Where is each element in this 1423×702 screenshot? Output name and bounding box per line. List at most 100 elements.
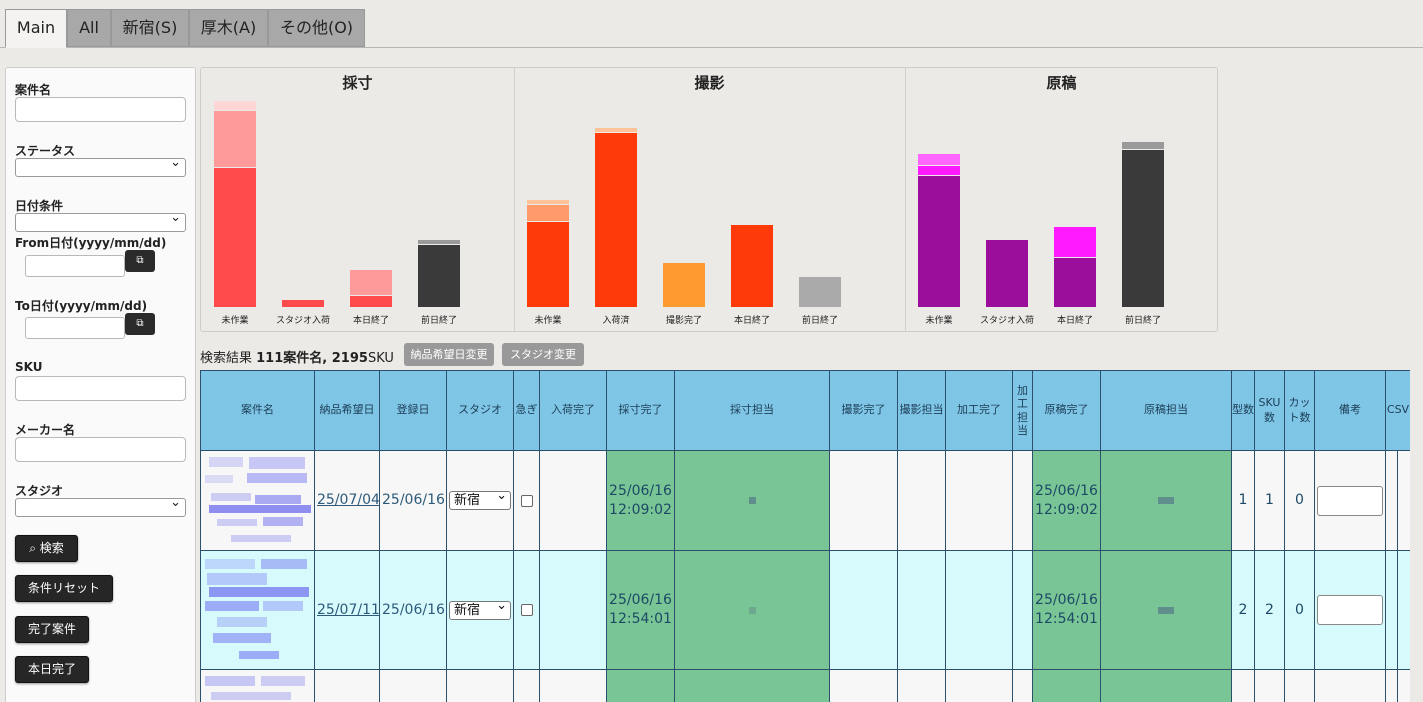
due-date-link[interactable]: 25/07/04 <box>317 492 380 509</box>
types-cell <box>1232 670 1255 702</box>
due-date-cell[interactable]: 25/07/11 <box>315 551 380 670</box>
header-process-done[interactable]: 加工完了 <box>946 370 1013 451</box>
urgent-checkbox[interactable] <box>520 604 533 616</box>
header-studio[interactable]: スタジオ <box>447 370 514 451</box>
photo-staff-cell <box>898 670 946 702</box>
header-csv[interactable]: CSV <box>1386 370 1410 451</box>
draft-done-cell <box>1033 670 1101 702</box>
to-date-label: To日付(yyyy/mm/dd) <box>15 299 148 313</box>
header-photo-done[interactable]: 撮影完了 <box>830 370 898 451</box>
header-types[interactable]: 型数 <box>1232 370 1255 451</box>
due-date-cell[interactable]: 25/07/04 <box>315 451 380 551</box>
studio-select[interactable] <box>15 495 186 517</box>
register-date-cell: 25/06/16 <box>380 451 447 551</box>
header-urgent[interactable]: 急ぎ <box>514 370 540 451</box>
header-notes[interactable]: 備考 <box>1315 370 1386 451</box>
header-process-staff[interactable]: 加 工 担 当 <box>1013 370 1033 451</box>
to-date-input[interactable] <box>25 317 125 339</box>
studio-cell: 新宿 <box>447 451 514 551</box>
notes-input[interactable] <box>1317 595 1383 625</box>
chart-category-label: 前日終了 <box>420 316 457 326</box>
studio-label: スタジオ <box>15 484 64 498</box>
header-draft-staff[interactable]: 原稿担当 <box>1101 370 1232 451</box>
header-sku-count[interactable]: SKU 数 <box>1255 370 1285 451</box>
search-button[interactable]: ⌕ 検索 <box>15 535 78 562</box>
case-name-cell[interactable] <box>201 551 315 670</box>
chart-category-label: 未作業 <box>534 316 562 326</box>
tab-atsugi[interactable]: 厚木(A) <box>189 9 268 47</box>
status-label: ステータス <box>15 144 76 158</box>
measure-done-cell: 25/06/16 12:54:01 <box>607 551 675 670</box>
completed-cases-button[interactable]: 完了案件 <box>15 616 89 643</box>
notes-cell <box>1315 451 1386 551</box>
calendar-icon[interactable]: ⧉ <box>125 250 155 272</box>
types-cell: 2 <box>1232 551 1255 670</box>
reset-button[interactable]: 条件リセット <box>15 575 113 602</box>
header-case-name[interactable]: 案件名 <box>201 370 315 451</box>
register-date: 25/06/16 <box>382 492 445 509</box>
sku-count-cell: 1 <box>1255 451 1285 551</box>
arrival-done-cell <box>540 451 607 551</box>
blurred-case-name <box>203 555 312 667</box>
process-done-cell <box>946 451 1013 551</box>
staff-avatar <box>1158 497 1174 504</box>
studio-cell: 新宿 <box>447 551 514 670</box>
chart-bar-segment <box>595 128 637 132</box>
notes-input[interactable] <box>1317 485 1383 516</box>
header-photo-staff[interactable]: 撮影担当 <box>898 370 946 451</box>
urgent-cell <box>514 451 540 551</box>
header-arrival-done[interactable]: 入荷完了 <box>540 370 607 451</box>
tab-main[interactable]: Main <box>5 9 67 48</box>
header-cut-count[interactable]: カッ ト数 <box>1285 370 1315 451</box>
due-date-link[interactable]: 25/07/11 <box>317 601 380 618</box>
chart-category-label: 本日終了 <box>733 316 770 326</box>
cut-count-cell <box>1285 670 1315 702</box>
tab-other[interactable]: その他(O) <box>268 9 365 47</box>
header-draft-done[interactable]: 原稿完了 <box>1033 370 1101 451</box>
draft-done-cell: 25/06/16 12:09:02 <box>1033 451 1101 551</box>
header-due-date[interactable]: 納品希望日 <box>315 370 380 451</box>
date-condition-select[interactable] <box>15 210 186 232</box>
chart-bar-segment <box>799 277 841 307</box>
case-name-input[interactable] <box>15 97 186 122</box>
row-studio-select[interactable]: 新宿 <box>449 487 511 510</box>
tab-all[interactable]: All <box>67 9 111 47</box>
case-name-cell[interactable] <box>201 670 315 702</box>
change-studio-button[interactable]: スタジオ変更 <box>502 343 584 366</box>
csv-cell <box>1386 451 1398 551</box>
due-date-cell[interactable] <box>315 670 380 702</box>
urgent-checkbox[interactable] <box>520 494 533 507</box>
register-date-cell: 25/06/16 <box>380 551 447 670</box>
chart-divider <box>514 68 515 331</box>
chart-category-label: スタジオ入荷 <box>275 316 330 326</box>
header-register-date[interactable]: 登録日 <box>380 370 447 451</box>
row-studio-select[interactable]: 新宿 <box>449 597 511 620</box>
tab-shinjuku[interactable]: 新宿(S) <box>111 9 189 47</box>
photo-staff-cell <box>898 451 946 551</box>
status-select[interactable] <box>15 155 186 177</box>
chart-bar-segment <box>1122 150 1164 307</box>
measure-staff-cell <box>675 451 830 551</box>
case-name-cell[interactable] <box>201 451 315 551</box>
photo-done-cell <box>830 670 898 702</box>
csv-cell <box>1386 551 1398 670</box>
chart-category-label: 未作業 <box>221 316 249 326</box>
calendar-icon[interactable]: ⧉ <box>125 313 155 335</box>
csv-cell <box>1398 451 1410 551</box>
chart-bar-segment <box>731 225 773 307</box>
types-cell: 1 <box>1232 451 1255 551</box>
chart-category-label: 撮影完了 <box>665 316 702 326</box>
from-date-input[interactable] <box>25 255 125 277</box>
header-measure-staff[interactable]: 採寸担当 <box>675 370 830 451</box>
chart-bar-segment <box>595 133 637 307</box>
draft-done-cell: 25/06/16 12:54:01 <box>1033 551 1101 670</box>
register-date: 25/06/16 <box>382 601 445 618</box>
header-measure-done[interactable]: 採寸完了 <box>607 370 675 451</box>
completed-today-button[interactable]: 本日完了 <box>15 656 89 683</box>
draft-staff-cell <box>1101 670 1232 702</box>
cut-count-cell: 0 <box>1285 451 1315 551</box>
search-sidebar: 案件名 ステータス 日付条件 From日付(yyyy/mm/dd) ⧉ To日付… <box>5 67 196 702</box>
change-due-date-button[interactable]: 納品希望日変更 <box>404 343 494 366</box>
sku-input[interactable] <box>15 376 186 401</box>
maker-input[interactable] <box>15 437 186 462</box>
